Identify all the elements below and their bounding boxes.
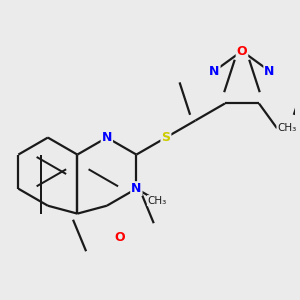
Text: N: N: [102, 131, 112, 144]
Text: O: O: [237, 44, 247, 58]
Text: S: S: [161, 131, 170, 144]
Text: N: N: [264, 64, 275, 78]
Text: O: O: [115, 231, 125, 244]
Text: CH₃: CH₃: [147, 196, 167, 206]
Text: N: N: [209, 64, 220, 78]
Text: N: N: [131, 182, 142, 195]
Text: CH₃: CH₃: [277, 123, 296, 133]
